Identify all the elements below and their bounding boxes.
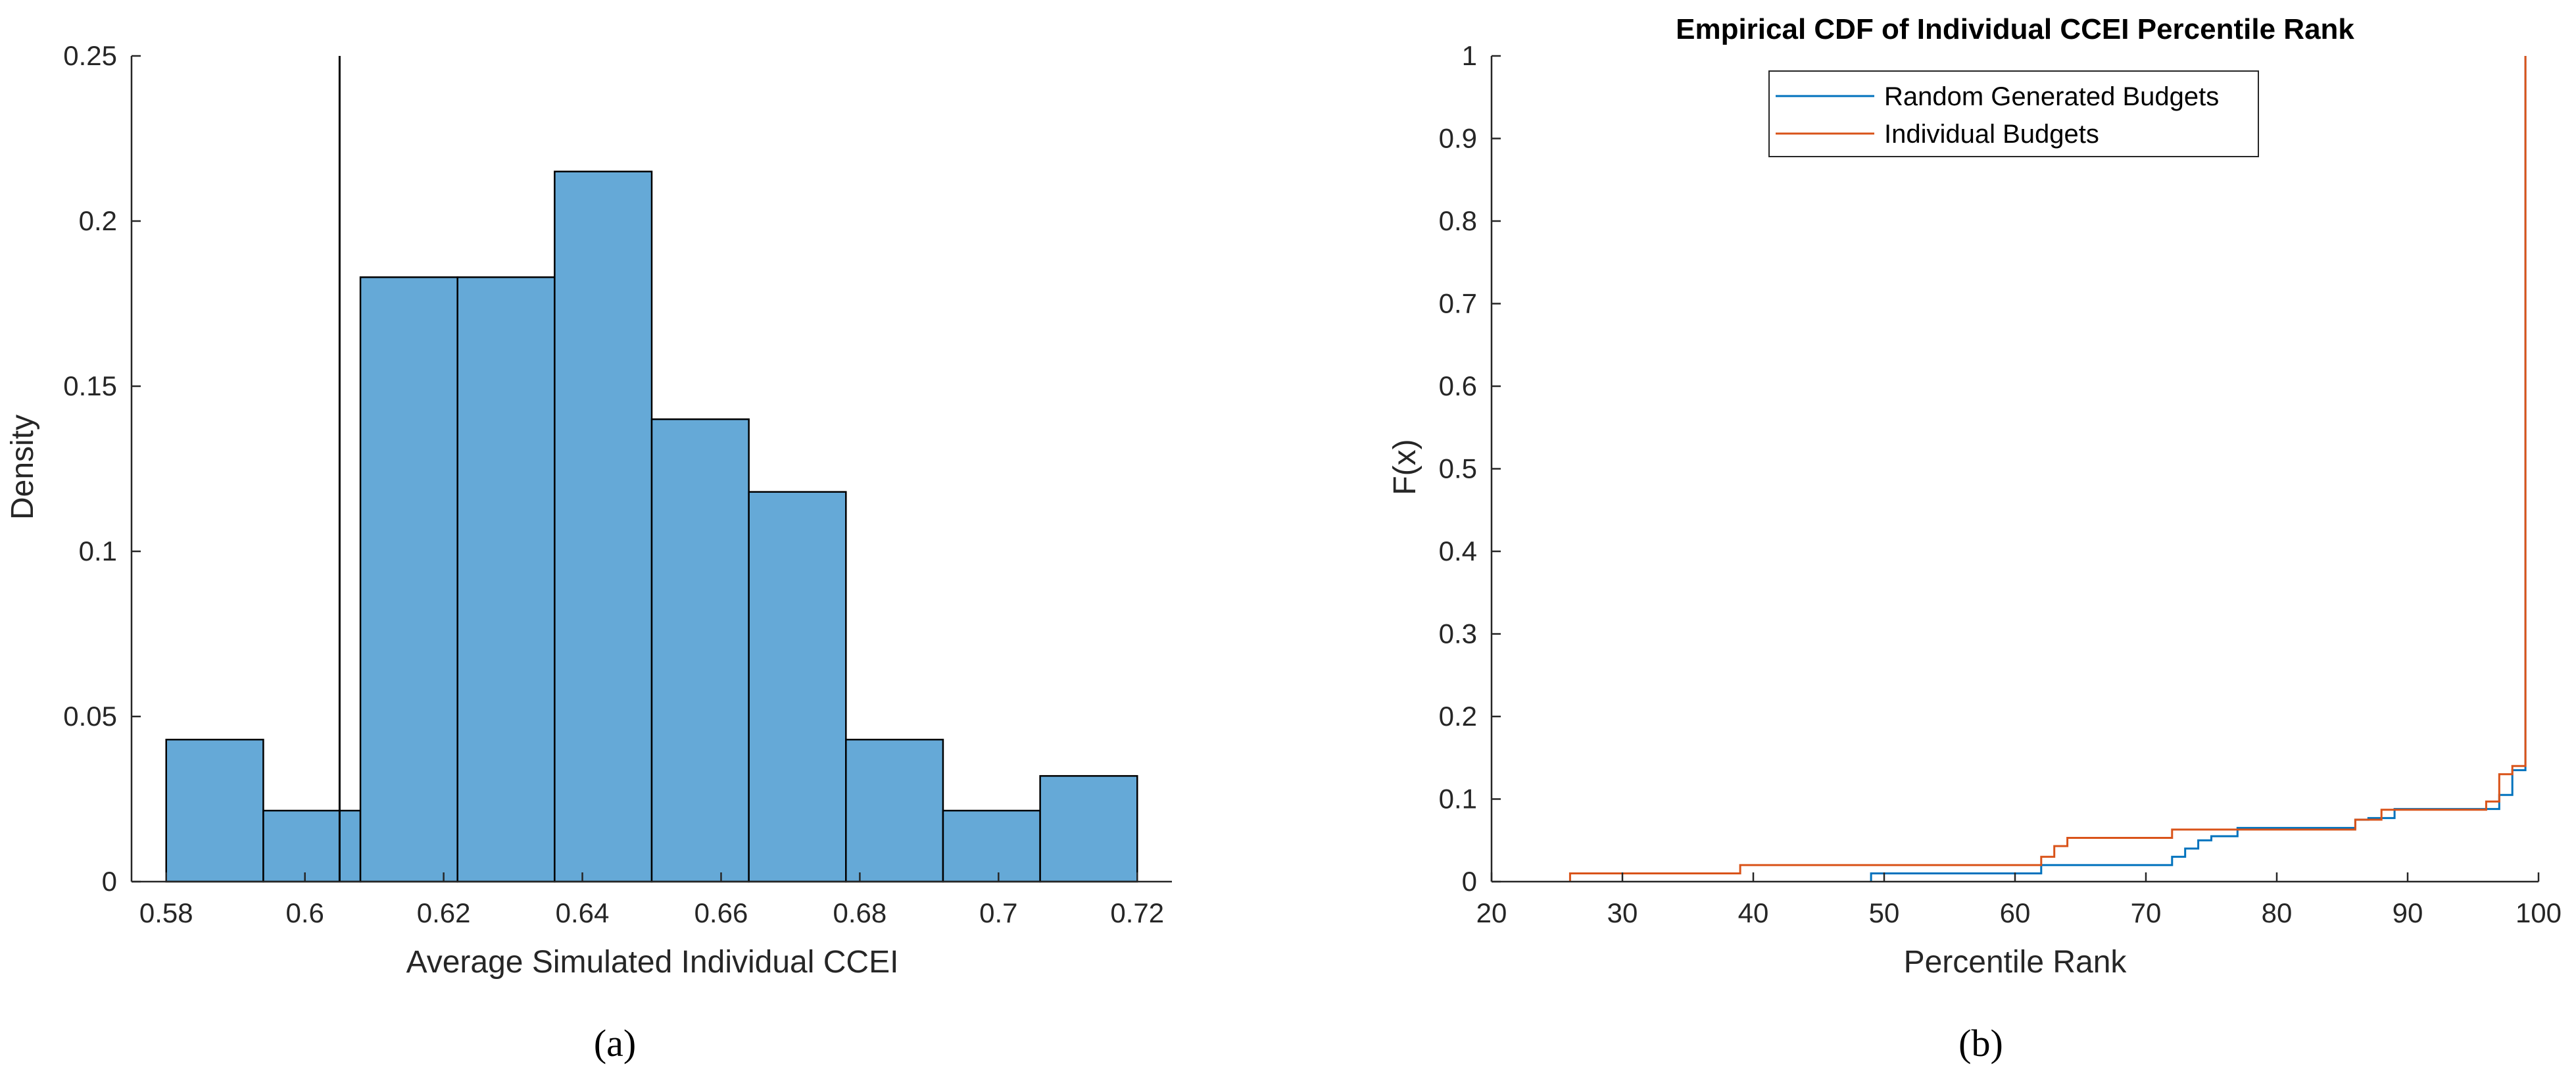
legend-box [1768,70,2259,157]
y-tick-label: 0 [1462,866,1477,897]
histogram-x-axis-label: Average Simulated Individual CCEI [406,945,899,980]
histogram-y-axis-label: Density [5,414,40,520]
panel-label-b: (b) [1958,1022,2003,1065]
x-tick-label: 100 [2515,897,2562,928]
histogram-panel: 0.58 0.6 0.62 0.64 0.66 0.68 0.7 0.72 00.050.10… [5,40,1172,1065]
x-tick-label: 20 [1476,897,1507,928]
x-tick-label: 60 [2000,897,2031,928]
y-tick-label: 0.9 [1439,123,1477,154]
series-line-random [1870,56,2527,882]
histogram-bar [165,738,264,883]
histogram-bar [554,170,653,883]
y-tick-label: 0.2 [1439,701,1477,732]
histogram-bar [748,491,847,883]
y-tick-label: 0.05 [63,701,117,732]
x-tick-label: 50 [1869,897,1900,928]
y-tick-label: 0.5 [1439,453,1477,484]
y-tick-label: 0.1 [1439,784,1477,815]
histogram-bar [845,738,944,883]
x-tick-label: 90 [2393,897,2423,928]
y-tick-label: 0.15 [63,370,117,401]
histogram-bar [650,418,750,883]
x-tick-label: 0.7 [979,897,1017,928]
histogram-bar [942,809,1041,883]
y-tick-label: 0.6 [1439,370,1477,401]
x-tick-label: 0.64 [556,897,610,928]
panel-label-a: (a) [594,1022,636,1065]
y-tick-label: 0.7 [1439,288,1477,319]
x-tick-label: 0.58 [139,897,193,928]
histogram-bar [262,809,362,883]
y-tick-label: 0.3 [1439,618,1477,649]
cdf-legend: Random Generated Budgets Individual Budg… [1768,70,2259,157]
x-tick-label: 0.68 [833,897,887,928]
cdf-axes [1490,56,2539,883]
x-tick-label: 0.66 [694,897,748,928]
series-line-individual [1568,56,2527,882]
cdf-series [1568,56,2527,882]
y-tick-label: 0 [102,866,117,897]
legend-label-individual: Individual Budgets [1884,120,2099,149]
y-tick-label: 0.25 [63,40,117,71]
y-tick-label: 0.8 [1439,205,1477,236]
cdf-panel: Empirical CDF of Individual CCEI Percent… [1388,13,2562,1065]
histogram-bar [359,276,458,883]
x-tick-label: 0.6 [285,897,324,928]
histogram-bars [165,170,1138,883]
histogram-bar [1039,775,1138,883]
x-tick-label: 0.72 [1110,897,1164,928]
cdf-chart-title: Empirical CDF of Individual CCEI Percent… [1676,13,2354,45]
histogram-bar [456,276,556,883]
cdf-x-axis-label: Percentile Rank [1904,945,2127,980]
x-tick-label: 30 [1607,897,1638,928]
y-tick-label: 1 [1462,40,1477,71]
y-tick-label: 0.1 [79,536,117,566]
histogram-y-ticks: 0 0.05 0.1 0.15 0.2 0.25 [63,40,141,897]
x-tick-label: 70 [2131,897,2162,928]
x-tick-label: 40 [1738,897,1769,928]
x-tick-label: 0.62 [417,897,471,928]
y-tick-label: 0.4 [1439,536,1477,566]
x-tick-label: 80 [2262,897,2293,928]
cdf-y-axis-label: F(x) [1388,439,1422,495]
cdf-x-ticks: 20 30 40 50 60 70 80 90 100 [1476,872,2562,928]
cdf-y-ticks: 0 0.1 0.2 0.3 0.4 0.5 0.6 0.7 0.8 0.9 1 [1439,40,1501,897]
histogram-x-ticks: 0.58 0.6 0.62 0.64 0.66 0.68 0.7 0.72 [139,872,1164,928]
legend-label-random: Random Generated Budgets [1884,82,2219,111]
y-tick-label: 0.2 [79,205,117,236]
